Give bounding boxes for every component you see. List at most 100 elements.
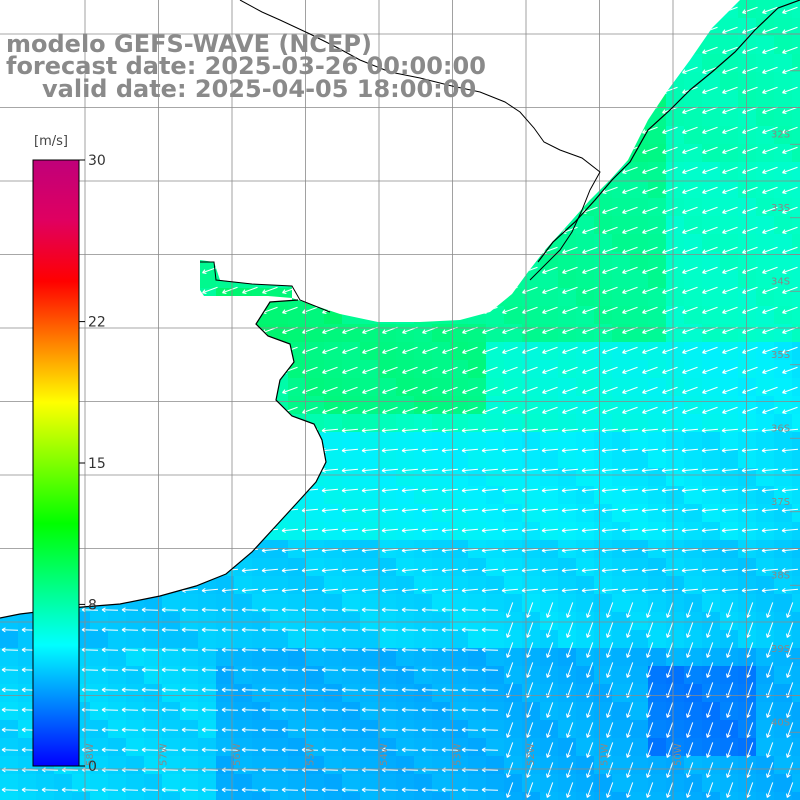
wind-arrow <box>542 186 558 194</box>
wind-arrow <box>2 246 18 254</box>
wind-cell <box>234 666 252 684</box>
wind-cell <box>288 288 306 306</box>
wind-cell <box>216 576 234 594</box>
wind-cell <box>720 594 738 612</box>
wind-cell <box>126 126 144 144</box>
wind-cell <box>198 270 216 288</box>
wind-cell <box>486 648 504 666</box>
latitude-label: 34S <box>771 277 790 288</box>
longitude-label: 52W <box>526 743 537 766</box>
wind-arrow <box>342 166 358 174</box>
wind-arrow <box>262 126 278 134</box>
wind-cell <box>0 216 18 234</box>
wind-cell <box>360 720 378 738</box>
wind-cell <box>612 234 630 252</box>
wind-cell <box>540 180 558 198</box>
wind-cell <box>252 396 270 414</box>
wind-cell <box>378 774 396 792</box>
wind-cell <box>666 216 684 234</box>
latitude-label: 33S <box>771 203 790 214</box>
wind-arrow <box>282 6 298 14</box>
wind-cell <box>468 612 486 630</box>
wind-arrow <box>422 286 438 294</box>
wind-arrow <box>222 266 238 274</box>
wind-cell <box>252 432 270 450</box>
wind-cell <box>324 486 342 504</box>
wind-cell <box>792 612 800 630</box>
wind-arrow <box>281 467 299 473</box>
wind-cell <box>252 486 270 504</box>
wind-cell <box>468 144 486 162</box>
wind-cell <box>414 504 432 522</box>
wind-cell <box>414 216 432 234</box>
wind-arrow <box>2 366 18 374</box>
wind-cell <box>432 612 450 630</box>
wind-arrow <box>522 206 538 214</box>
wind-cell <box>792 738 800 756</box>
wind-arrow <box>482 226 498 234</box>
wind-cell <box>720 378 738 396</box>
wind-cell <box>774 720 792 738</box>
wind-arrow <box>462 106 478 114</box>
wind-cell <box>90 684 108 702</box>
wind-cell <box>576 576 594 594</box>
wind-cell <box>396 792 414 800</box>
wind-cell <box>594 630 612 648</box>
wind-cell <box>756 108 774 126</box>
wind-cell <box>630 576 648 594</box>
wind-cell <box>432 702 450 720</box>
wind-cell <box>324 792 342 800</box>
wind-cell <box>522 18 540 36</box>
wind-arrow <box>502 6 518 14</box>
wind-cell <box>0 594 18 612</box>
wind-cell <box>666 576 684 594</box>
wind-cell <box>324 558 342 576</box>
wind-arrow <box>2 286 18 294</box>
wind-cell <box>612 0 630 18</box>
wind-cell <box>108 126 126 144</box>
wind-arrow <box>262 246 278 254</box>
wind-arrow <box>122 106 138 114</box>
wind-cell <box>522 342 540 360</box>
wind-cell <box>396 126 414 144</box>
wind-cell <box>756 162 774 180</box>
wind-cell <box>504 234 522 252</box>
wind-arrow <box>102 6 118 14</box>
wind-cell <box>144 198 162 216</box>
wind-cell <box>702 162 720 180</box>
wind-cell <box>198 450 216 468</box>
wind-cell <box>378 450 396 468</box>
wind-cell <box>540 720 558 738</box>
wind-arrow <box>382 306 398 314</box>
wind-cell <box>540 486 558 504</box>
wind-cell <box>684 18 702 36</box>
wind-cell <box>486 0 504 18</box>
wind-cell <box>756 90 774 108</box>
wind-cell <box>792 360 800 378</box>
wind-cell <box>540 558 558 576</box>
wind-cell <box>702 792 720 800</box>
wind-arrow <box>382 146 398 154</box>
wind-cell <box>612 702 630 720</box>
wind-cell <box>486 144 504 162</box>
wind-cell <box>198 540 216 558</box>
wind-cell <box>702 558 720 576</box>
wind-cell <box>684 468 702 486</box>
wind-cell <box>108 378 126 396</box>
wind-cell <box>630 396 648 414</box>
wind-cell <box>738 126 756 144</box>
wind-arrow <box>522 146 538 154</box>
wind-cell <box>396 612 414 630</box>
wind-cell <box>0 468 18 486</box>
wind-cell <box>108 180 126 198</box>
wind-cell <box>144 0 162 18</box>
wind-cell <box>504 522 522 540</box>
wind-cell <box>180 486 198 504</box>
wind-cell <box>306 774 324 792</box>
wind-arrow <box>162 146 178 154</box>
wind-cell <box>720 630 738 648</box>
wind-arrow <box>382 206 398 214</box>
wind-arrow <box>1 587 19 593</box>
longitude-label: 56W <box>232 743 243 766</box>
wind-cell <box>540 162 558 180</box>
